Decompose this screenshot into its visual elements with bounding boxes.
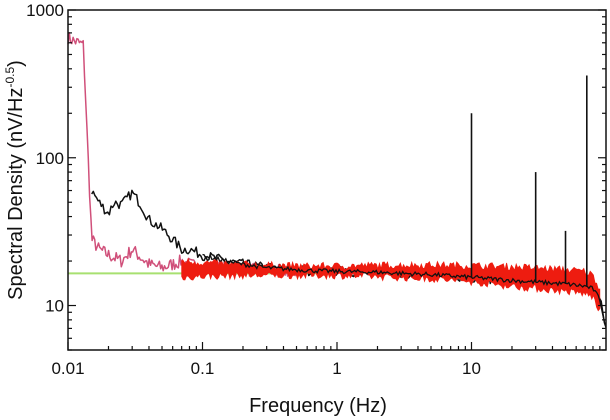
series-red-band [181,257,601,312]
plot-area [67,31,607,328]
x-axis-label: Frequency (Hz) [249,395,387,417]
x-tick-label: 0.01 [51,359,84,378]
y-tick-label: 10 [45,297,64,316]
y-axis-label-close: ) [5,60,27,67]
y-tick-label: 100 [36,149,64,168]
y-tick-label: 1000 [26,1,64,20]
x-tick-label: 0.1 [191,359,215,378]
x-tick-label: 1 [332,359,341,378]
x-tick-label: 10 [462,359,481,378]
series-pink-trace [67,31,298,277]
axis-ticks: 0.01 0.1 1 10 10 100 1000 [26,1,606,378]
series-black-trace [91,189,607,328]
y-axis-label: Spectral Density (nV/Hz-0.5) [3,60,27,300]
plot-frame [67,9,607,351]
series-black-trace-center [202,253,607,328]
y-axis-label-main: Spectral Density (nV/Hz [5,88,27,300]
y-axis-label-superscript: -0.5 [3,67,17,88]
